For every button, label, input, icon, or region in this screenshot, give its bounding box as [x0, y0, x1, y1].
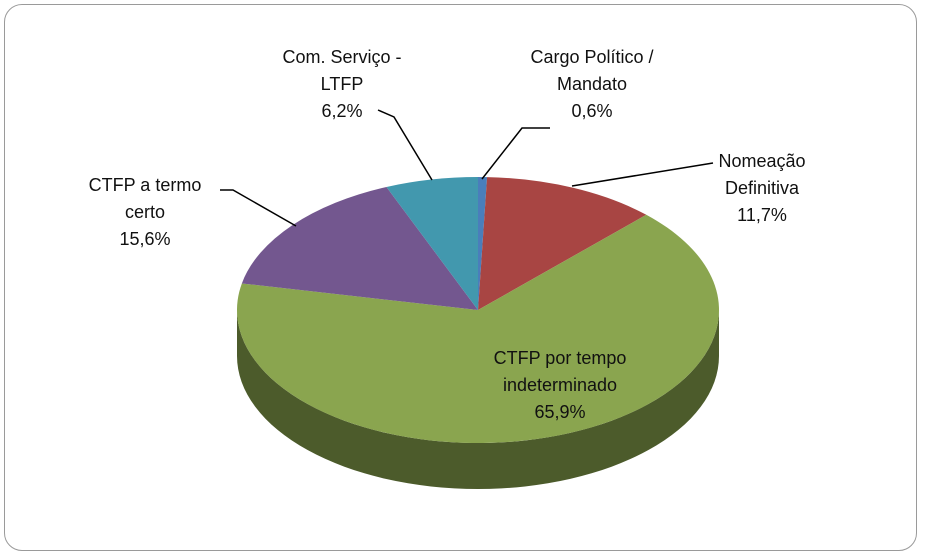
label-name: Com. Serviço - LTFP	[282, 47, 402, 94]
pie-side	[237, 310, 719, 489]
data-label: Com. Serviço - LTFP 6,2%	[270, 44, 415, 125]
pie-slice	[478, 177, 647, 310]
pie-slice	[241, 186, 478, 310]
label-name: CTFP a termo certo	[88, 175, 202, 222]
label-value: 11,7%	[737, 205, 787, 225]
data-label: Cargo Político / Mandato 0,6%	[517, 44, 667, 125]
label-name: Nomeação Definitiva	[718, 151, 806, 198]
pie-slice	[386, 177, 478, 310]
leader-line	[220, 189, 297, 227]
label-value: 0,6%	[571, 101, 613, 121]
label-value: 65,9%	[534, 402, 586, 422]
label-value: 6,2%	[321, 101, 363, 121]
label-name: CTFP por tempo indeterminado	[493, 348, 627, 395]
slices	[236, 177, 719, 489]
chart-frame	[4, 4, 917, 551]
leader-line	[481, 127, 550, 180]
data-label: CTFP por tempo indeterminado 65,9%	[480, 345, 640, 426]
pie-slice	[236, 214, 719, 443]
leader-lines	[220, 109, 714, 227]
data-label: CTFP a termo certo 15,6%	[80, 172, 210, 253]
data-label: Nomeação Definitiva 11,7%	[707, 148, 817, 229]
leader-line	[377, 109, 433, 181]
pie-slice	[478, 177, 488, 310]
leader-line	[571, 162, 714, 187]
label-value: 15,6%	[119, 229, 171, 249]
label-name: Cargo Político / Mandato	[530, 47, 654, 94]
